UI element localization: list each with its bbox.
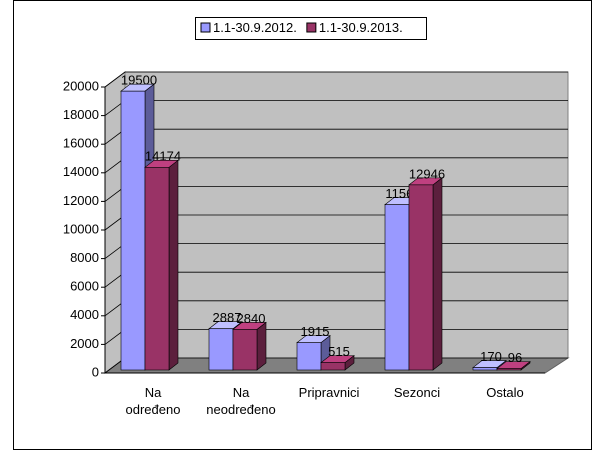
bar-side (168, 159, 179, 371)
bar (296, 342, 322, 371)
grid-line (104, 71, 568, 88)
data-label: 14174 (145, 149, 181, 164)
bar (120, 90, 146, 371)
bar (232, 329, 258, 371)
y-tick-label: 10000 (63, 221, 99, 236)
bar-side (256, 321, 267, 371)
bar (496, 368, 522, 371)
x-tick-label: Na određeno (125, 385, 181, 417)
data-label: 2887 (213, 310, 242, 325)
y-tick-label: 6000 (70, 279, 99, 294)
y-tick-label: 14000 (63, 164, 99, 179)
legend-label: 1.1-30.9.2012. (213, 20, 297, 35)
data-label: 2840 (237, 311, 266, 326)
legend-swatch (306, 22, 317, 33)
bar (384, 204, 410, 371)
y-tick-label: 20000 (63, 78, 99, 93)
data-label: 12946 (409, 166, 445, 181)
y-tick-label: 8000 (70, 250, 99, 265)
y-tick-label: 12000 (63, 193, 99, 208)
y-tick-label: 18000 (63, 107, 99, 122)
legend-label: 1.1-30.9.2013. (319, 20, 403, 35)
x-tick-label: Ostalo (486, 385, 524, 400)
bar (320, 362, 346, 371)
y-tick-label: 16000 (63, 136, 99, 151)
legend-swatch (200, 22, 211, 33)
data-label: 515 (328, 344, 350, 359)
x-tick-label: Na neodređeno (206, 385, 276, 417)
bar (208, 328, 234, 371)
data-label: 96 (508, 350, 522, 365)
data-label: 170 (480, 349, 502, 364)
y-tick-label: 0 (92, 364, 99, 379)
bar (144, 167, 170, 371)
x-tick-label: Sezonci (393, 385, 441, 400)
bar (472, 367, 498, 371)
x-tick-label: Pripravnici (298, 385, 360, 400)
y-tick-label: 2000 (70, 336, 99, 351)
bar (408, 184, 434, 371)
y-tick-label: 4000 (70, 307, 99, 322)
data-label: 1915 (301, 324, 330, 339)
bar-side (432, 177, 443, 371)
data-label: 19500 (121, 73, 157, 88)
